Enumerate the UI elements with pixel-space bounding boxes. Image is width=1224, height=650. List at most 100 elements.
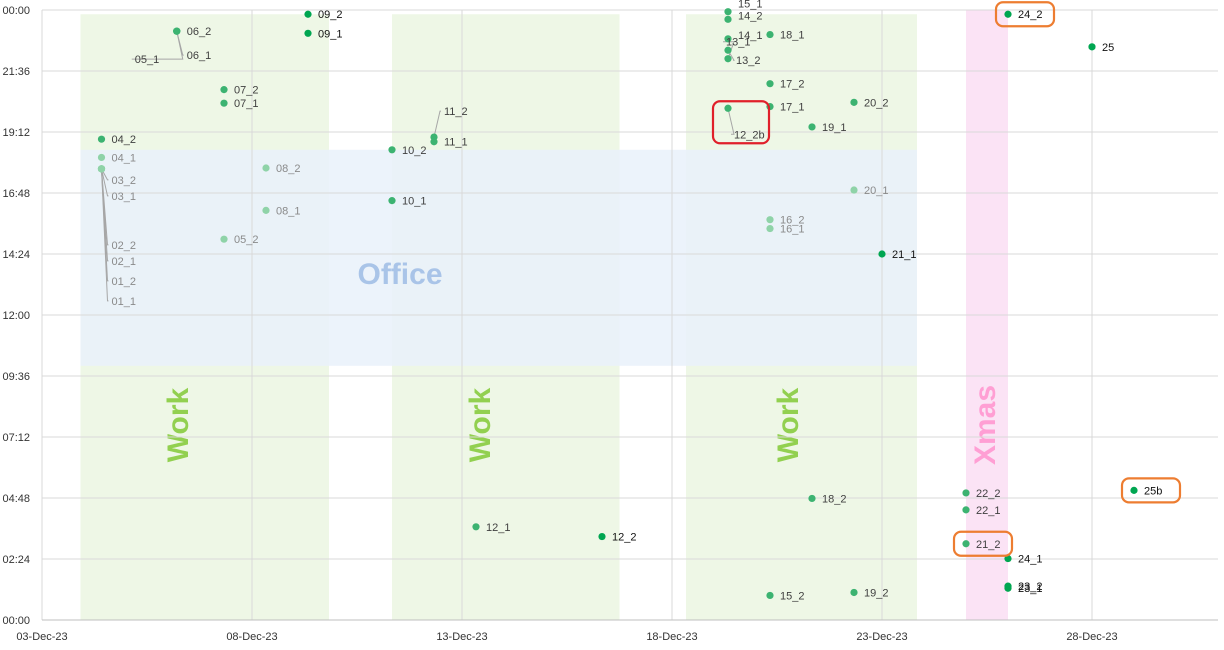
point-21_1 <box>878 250 886 258</box>
highlight-21_2 <box>952 530 1014 557</box>
point-04_1 <box>97 153 106 162</box>
label-07_1: 07_1 <box>234 98 258 110</box>
point-07_2 <box>220 86 228 94</box>
label-04_1: 04_1 <box>112 152 136 164</box>
label-07_2: 07_2 <box>234 85 258 97</box>
y-tick-label: 19:12 <box>2 127 30 139</box>
label-11_1: 11_1 <box>444 137 468 149</box>
point-24_1 <box>1004 554 1012 563</box>
point-15_2 <box>766 591 774 600</box>
point-23_2 <box>1004 582 1012 590</box>
label-04_2: 04_2 <box>112 134 136 146</box>
band-label-work: Work <box>162 387 195 462</box>
label-25b: 25b <box>1144 485 1162 497</box>
label-16_2: 16_2 <box>780 215 804 227</box>
label-10_1: 10_1 <box>402 196 426 208</box>
label-16_1: 16_1 <box>780 224 804 236</box>
leader-11_2 <box>433 110 441 138</box>
y-tick-label: 12:00 <box>2 310 30 322</box>
y-tick-label: 07:12 <box>2 432 30 444</box>
point-10_2 <box>388 146 396 154</box>
point-07_1 <box>220 99 228 107</box>
point-13_1 <box>724 55 732 63</box>
label-05_2: 05_2 <box>234 234 258 246</box>
point-16_1 <box>766 224 774 233</box>
point-18_2 <box>808 494 816 503</box>
highlight-24_2 <box>994 1 1056 28</box>
label-22_1: 22_1 <box>976 505 1000 517</box>
label-23_1: 23_1 <box>1018 583 1042 595</box>
label-17_2: 17_2 <box>780 79 804 91</box>
leader-lines <box>101 31 735 302</box>
label-01_2: 01_2 <box>112 276 136 288</box>
point-10_1 <box>388 197 396 205</box>
point-13_2 <box>724 46 732 54</box>
leader-03_2 <box>101 168 109 181</box>
point-15_1 <box>724 8 732 16</box>
y-tick-label: 00:00 <box>2 615 30 627</box>
label-09_1: 09_1 <box>318 28 342 40</box>
label-12_1: 12_1 <box>486 522 510 534</box>
x-tick-label: 08-Dec-23 <box>226 631 277 643</box>
label-19_2: 19_2 <box>864 587 888 599</box>
label-05_1: 05_1 <box>135 54 159 66</box>
label-03_1: 03_1 <box>112 191 136 203</box>
label-25: 25 <box>1102 42 1114 54</box>
y-tick-label: 04:48 <box>2 493 30 505</box>
label-14_2: 14_2 <box>738 10 762 22</box>
point-09_2 <box>304 10 312 18</box>
x-tick-label: 13-Dec-23 <box>436 631 487 643</box>
point-25 <box>1088 43 1096 51</box>
label-21_1: 21_1 <box>892 249 916 261</box>
band-label-xmas: Xmas <box>969 385 1002 465</box>
point-04_2 <box>97 135 106 143</box>
band-label-office: Office <box>357 258 442 291</box>
y-tick-label: 00:00 <box>2 5 30 17</box>
point-12_2 <box>598 532 606 541</box>
label-08_2: 08_2 <box>276 163 300 175</box>
highlight-25b <box>1120 477 1182 504</box>
label-24_2: 24_2 <box>1018 9 1042 21</box>
y-axis-ticks: 00:00 02:24 04:48 07:12 09:36 12:00 14:24 16:48… <box>2 5 30 627</box>
x-axis-ticks: 03-Dec-23 08-Dec-23 13-Dec-23 18-Dec-23 23-D… <box>16 631 1117 643</box>
point-18_1 <box>766 30 774 39</box>
point-19_1 <box>808 123 816 131</box>
label-18_1: 18_1 <box>780 30 804 42</box>
y-tick-label: 14:24 <box>2 249 30 261</box>
point-20_1 <box>850 186 858 194</box>
label-13_1: 13_1 <box>726 37 750 49</box>
x-tick-label: 23-Dec-23 <box>856 631 907 643</box>
leader-13_2 <box>727 49 735 61</box>
label-20_2: 20_2 <box>864 97 888 109</box>
x-tick-label: 18-Dec-23 <box>646 631 697 643</box>
point-25b <box>1130 486 1138 494</box>
label-13_2: 13_2 <box>736 55 760 67</box>
y-tick-label: 16:48 <box>2 188 30 200</box>
label-24_1: 24_1 <box>1018 554 1042 566</box>
label-15_2: 15_2 <box>780 590 804 602</box>
label-02_1: 02_1 <box>112 256 136 268</box>
highlight-boxes <box>711 1 1182 557</box>
label-20_1: 20_1 <box>864 185 888 197</box>
leader-02_2 <box>101 168 109 246</box>
label-11_2: 11_2 <box>444 106 468 118</box>
label-01_1: 01_1 <box>112 296 136 308</box>
data-points <box>97 8 1138 600</box>
leader-03_1 <box>101 168 109 197</box>
label-06_2: 06_2 <box>187 26 211 38</box>
point-19_2 <box>850 588 858 597</box>
point-08_1 <box>262 206 270 214</box>
label-12_2: 12_2 <box>612 532 636 544</box>
y-tick-label: 09:36 <box>2 371 30 383</box>
label-02_2: 02_2 <box>112 240 136 252</box>
point-20_2 <box>850 98 858 106</box>
point-09_1 <box>304 29 312 37</box>
y-tick-label: 21:36 <box>2 66 30 78</box>
label-15_1: 15_1 <box>738 0 762 11</box>
point-06_2 <box>173 27 181 35</box>
point-16_2 <box>766 216 774 224</box>
label-17_1: 17_1 <box>780 102 804 114</box>
label-10_2: 10_2 <box>402 145 426 157</box>
label-18_2: 18_2 <box>822 493 846 505</box>
